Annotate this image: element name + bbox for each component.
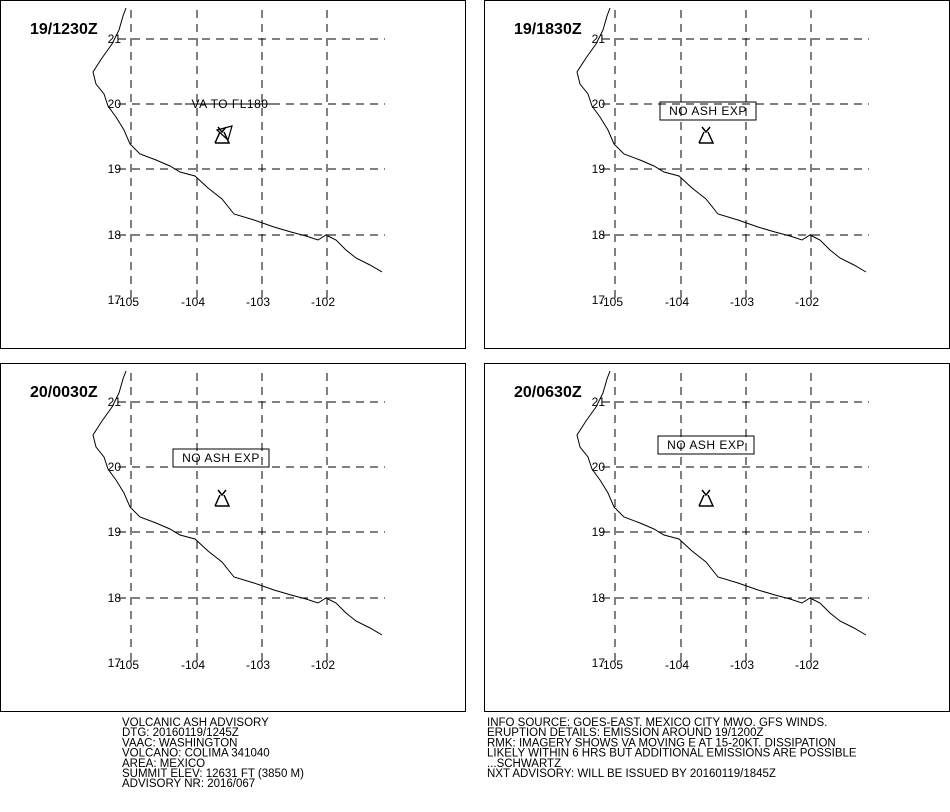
volcano-symbol (698, 126, 715, 144)
forecast-annotation: NO ASH EXP (669, 104, 747, 118)
coastline (576, 370, 867, 636)
panel-frame (0, 0, 466, 349)
coastline (92, 7, 383, 273)
lon-label: -103 (246, 658, 270, 672)
forecast-annotation: NO ASH EXP (667, 438, 745, 452)
advisory-line: ...SCHWARTZ (487, 758, 561, 770)
lon-label: -104 (665, 658, 689, 672)
panel-frame (0, 363, 466, 712)
advisory-line: VAAC: WASHINGTON (122, 737, 237, 749)
lat-label: 20 (108, 460, 122, 474)
volcano-symbol (214, 489, 231, 507)
time-label: 19/1230Z (30, 21, 98, 38)
map-panel: 21 20 19 18 17-105 -104 -103 -102 20/0630Z NO ASH… (484, 363, 950, 712)
lat-label: 21 (108, 32, 122, 46)
volcano-symbol (698, 489, 715, 507)
advisory-line: LIKELY WITHIN 6 HRS BUT ADDITIONAL EMISS… (487, 748, 857, 760)
lat-label: 20 (592, 97, 606, 111)
ash-area (215, 125, 233, 142)
lon-label: -104 (181, 658, 205, 672)
advisory-line: AREA: MEXICO (122, 758, 205, 770)
advisory-line: ERUPTION DETAILS: EMISSION AROUND 19/120… (487, 727, 764, 739)
advisory-line: VOLCANIC ASH ADVISORY (122, 717, 269, 729)
advisory-line: RMK: IMAGERY SHOWS VA MOVING E AT 15-20K… (487, 737, 836, 749)
lon-label: -105 (115, 658, 139, 672)
map-panel: 21 20 19 18 17-105 -104 -103 -102 20/0030Z NO ASH… (0, 363, 466, 712)
lat-label: 20 (592, 460, 606, 474)
coastline (576, 7, 867, 273)
lon-label: -104 (181, 295, 205, 309)
lat-label: 17 (592, 293, 606, 307)
advisory-line: INFO SOURCE: GOES-EAST. MEXICO CITY MWO.… (487, 717, 827, 729)
lat-label: 18 (108, 591, 122, 605)
lon-label: -105 (599, 295, 623, 309)
time-label: 20/0030Z (30, 384, 98, 401)
lat-label: 17 (108, 656, 122, 670)
lat-label: 21 (592, 395, 606, 409)
lat-label: 21 (592, 32, 606, 46)
lon-label: -103 (730, 658, 754, 672)
lat-label: 17 (108, 293, 122, 307)
panel-frame (484, 0, 950, 349)
forecast-annotation: NO ASH EXP (182, 451, 260, 465)
lon-label: -102 (795, 658, 819, 672)
annotation-box (172, 448, 270, 468)
lon-label: -102 (795, 295, 819, 309)
annotation-box (657, 435, 755, 455)
advisory-line: NXT ADVISORY: WILL BE ISSUED BY 20160119… (487, 768, 776, 780)
lat-label: 19 (592, 162, 606, 176)
lon-label: -102 (311, 295, 335, 309)
lat-label: 19 (592, 525, 606, 539)
panel-frame (484, 363, 950, 712)
time-label: 20/0630Z (514, 384, 582, 401)
lat-label: 19 (108, 162, 122, 176)
lon-label: -105 (599, 658, 623, 672)
lon-label: -103 (246, 295, 270, 309)
advisory-line: ADVISORY NR: 2016/067 (122, 778, 255, 790)
lat-label: 18 (592, 591, 606, 605)
lat-label: 21 (108, 395, 122, 409)
lon-label: -105 (115, 295, 139, 309)
advisory-line: SUMMIT ELEV: 12631 FT (3850 M) (122, 768, 304, 780)
lon-label: -102 (311, 658, 335, 672)
lat-label: 20 (108, 97, 122, 111)
lat-label: 18 (108, 228, 122, 242)
advisory-line: VOLCANO: COLIMA 341040 (122, 748, 270, 760)
annotation-box (659, 101, 757, 121)
map-panel: 21 20 19 18 17-105 -104 -103 -102 19/1830Z NO ASH… (484, 0, 950, 349)
lat-label: 19 (108, 525, 122, 539)
lat-label: 18 (592, 228, 606, 242)
lon-label: -103 (730, 295, 754, 309)
time-label: 19/1830Z (514, 21, 582, 38)
lon-label: -104 (665, 295, 689, 309)
lat-label: 17 (592, 656, 606, 670)
volcano-symbol (214, 126, 231, 144)
coastline (92, 370, 383, 636)
advisory-line: DTG: 20160119/1245Z (122, 727, 239, 739)
